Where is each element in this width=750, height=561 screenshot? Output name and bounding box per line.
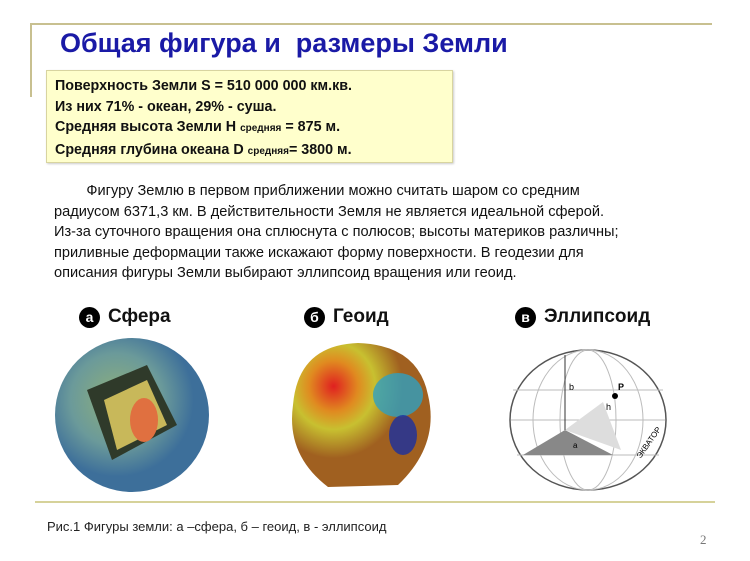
paragraph-line: описания фигуры Земли выбирают эллипсоид… [54, 265, 517, 282]
label: Сфера [108, 306, 171, 327]
top-rule [30, 23, 712, 25]
paragraph-line: Из-за суточного вращения она сплюснута с… [54, 224, 619, 241]
fact-line: Из них 71% - океан, 29% - суша. [55, 98, 277, 115]
fact-text: = 3800 м. [288, 141, 352, 158]
badge: б [304, 306, 325, 328]
label-h: h [606, 402, 611, 412]
paragraph-line: радиусом 6371,3 км. В действительности З… [54, 203, 605, 220]
slide-title: Общая фигура и размеры Земли [60, 28, 508, 58]
label-a: a [573, 441, 578, 450]
figure-label-sphere: а Сфера [79, 306, 171, 328]
figure-label-ellipsoid: в Эллипсоид [515, 306, 650, 328]
fact-text: Средняя глубина океана D [55, 141, 248, 158]
label-p: P [618, 382, 624, 392]
label: Геоид [333, 306, 389, 327]
bottom-rule [35, 501, 715, 503]
badge: в [515, 306, 536, 328]
ellipsoid-diagram: b h P a ЭКВАТОР [509, 349, 667, 491]
geoid-image [292, 343, 431, 487]
left-rule [30, 23, 32, 97]
figure-label-geoid: б Геоид [304, 306, 389, 328]
paragraph-line: приливные деформации также искажают форм… [54, 244, 584, 261]
paragraph-line: Фигуру Землю в первом приближении можно … [54, 183, 580, 199]
label-b: b [569, 382, 574, 392]
sphere-image [55, 338, 209, 492]
body-paragraph: Фигуру Землю в первом приближении можно … [54, 181, 719, 284]
facts-box: Поверхность Земли S = 510 000 000 км.кв.… [46, 70, 453, 163]
fact-text: Средняя высота Земли H [55, 119, 241, 135]
fact-text: = 875 м. [281, 119, 341, 135]
page-number: 2 [700, 532, 707, 547]
label: Эллипсоид [544, 306, 651, 327]
fact-line: Поверхность Земли S = 510 000 000 км.кв. [55, 78, 353, 94]
subscript: средняя [240, 123, 282, 134]
figure-caption: Рис.1 Фигуры земли: а –сфера, б – геоид,… [47, 519, 387, 534]
fact-line: Средняя глубина океана D средняя= 3800 м… [55, 140, 452, 163]
badge: а [79, 306, 100, 328]
subscript: средняя [247, 145, 289, 157]
fact-line: Средняя высота Земли H средняя = 875 м. [55, 117, 452, 140]
